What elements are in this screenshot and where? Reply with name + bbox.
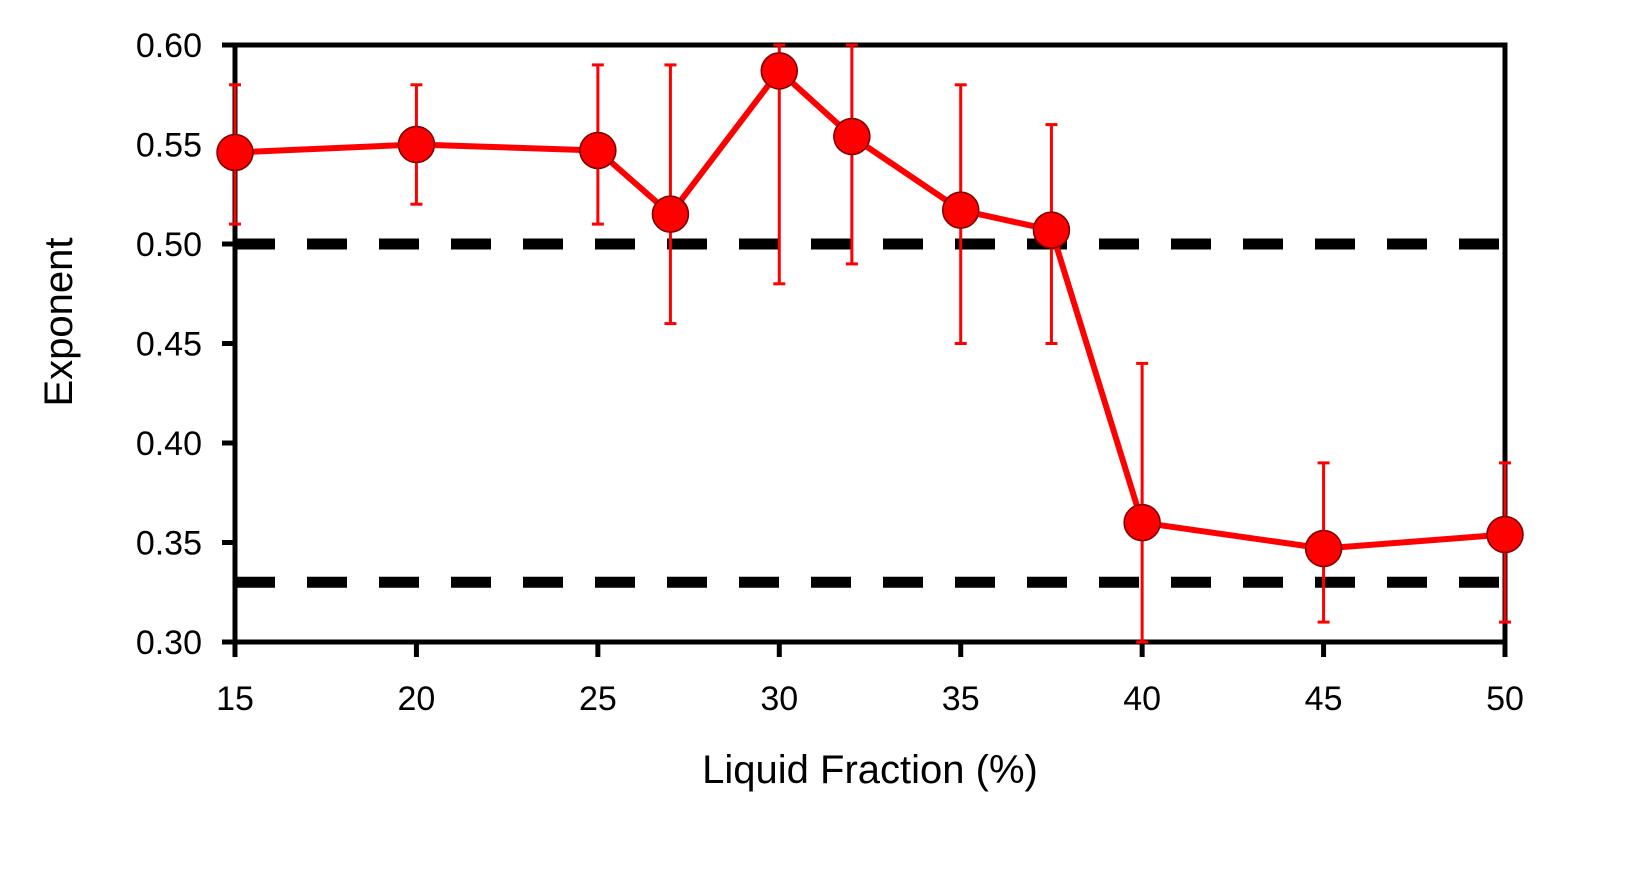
data-points	[216, 52, 1524, 568]
x-tick-label: 40	[1123, 680, 1161, 718]
x-tick-label: 35	[942, 680, 980, 718]
data-point	[216, 133, 254, 172]
data-point	[833, 117, 871, 156]
y-tick-label: 0.35	[136, 525, 202, 563]
data-point	[651, 195, 690, 233]
y-tick-label: 0.45	[136, 326, 202, 364]
y-tick-label: 0.55	[136, 127, 202, 165]
x-tick-label: 50	[1486, 680, 1524, 718]
y-axis-title: Exponent	[37, 237, 81, 406]
reference-lines	[235, 238, 1505, 588]
x-tick-label: 15	[216, 680, 254, 718]
x-tick-label: 25	[579, 680, 617, 718]
y-tick-label: 0.50	[136, 226, 202, 264]
data-point	[1486, 515, 1524, 554]
x-tick-label: 20	[398, 680, 436, 718]
data-point	[579, 131, 617, 170]
data-point	[397, 125, 436, 164]
y-axis: 0.30 0.35 0.40 0.45 0.50 0.55 0.60	[136, 27, 235, 662]
data-point	[1304, 529, 1343, 568]
data-point	[760, 52, 799, 90]
y-tick-label: 0.30	[136, 624, 202, 662]
data-point	[941, 191, 980, 229]
y-tick-label: 0.40	[136, 425, 202, 463]
x-tick-label: 30	[760, 680, 798, 718]
y-tick-label: 0.60	[136, 27, 202, 65]
x-tick-label: 45	[1305, 680, 1343, 718]
data-point	[1032, 211, 1071, 249]
x-axis-title: Liquid Fraction (%)	[702, 748, 1038, 792]
x-axis: 15 20 25 30 35 40 45 50	[216, 642, 1524, 718]
data-point	[1123, 503, 1161, 542]
